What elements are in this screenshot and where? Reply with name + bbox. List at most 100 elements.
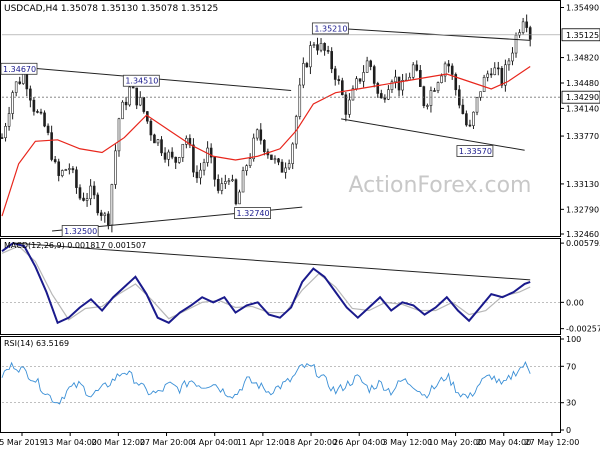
candle-body <box>234 179 238 205</box>
y-tick-label: -0.002573 <box>566 325 600 334</box>
candle-body <box>174 156 178 163</box>
candle-body <box>128 86 131 106</box>
candle-body <box>107 213 110 226</box>
candle-body <box>270 154 273 160</box>
candle-body <box>504 64 507 86</box>
candle-body <box>489 73 493 76</box>
candle-body <box>114 150 117 185</box>
price-annotation-text: 1.32500 <box>64 227 97 236</box>
candle-body <box>312 44 316 46</box>
candle-body <box>330 51 333 70</box>
candle-body <box>92 185 96 196</box>
price-annotation: 1.34510 <box>122 74 160 87</box>
candle-body <box>216 178 220 191</box>
candle-body <box>135 87 139 106</box>
watermark: ActionForex.com <box>349 173 532 198</box>
candle-body <box>358 78 362 82</box>
candle-body <box>443 63 447 77</box>
candle-body <box>206 147 209 163</box>
candle-body <box>496 67 500 70</box>
candle-body <box>53 159 57 163</box>
y-tick-label: 30 <box>566 399 576 408</box>
candle-body <box>390 81 394 91</box>
macd-panel-frame <box>0 238 561 335</box>
candle-body <box>273 158 277 161</box>
candle-body <box>245 165 248 171</box>
y-tick-label: 1.34480 <box>566 79 599 88</box>
macd-trendline-path <box>13 242 531 281</box>
candle-body <box>415 64 419 71</box>
price-annotation-text: 1.34510 <box>125 77 158 86</box>
y-tick-highlight-box <box>561 28 600 42</box>
y-tick-highlight-box <box>561 90 600 104</box>
y-tick-label: 1.34820 <box>566 54 599 63</box>
candle-body <box>167 151 170 160</box>
price-annotation: 1.32500 <box>61 225 99 237</box>
macd-main-line <box>1 241 531 325</box>
candle-body <box>277 158 280 163</box>
x-tick-label: 27 Mar 20:00 <box>140 438 193 447</box>
candle-body <box>121 101 124 120</box>
price-annotation-box <box>234 207 271 219</box>
candle-body <box>287 163 291 169</box>
candle-body <box>341 80 344 96</box>
candle-body <box>514 34 518 54</box>
price-candles <box>0 14 532 233</box>
y-tick-label: 1.33130 <box>566 180 599 189</box>
candle-body <box>493 67 497 75</box>
candle-body <box>68 168 71 170</box>
price-panel-frame <box>0 0 561 237</box>
macd-y-axis: 0.005793 0.00 -0.002573 <box>560 239 600 334</box>
macd-signal-line <box>1 245 531 321</box>
candle-body <box>160 139 163 154</box>
candle-body <box>372 66 376 84</box>
candle-body <box>124 101 128 106</box>
candle-body <box>351 88 355 101</box>
candle-body <box>475 97 479 113</box>
trendline <box>313 26 531 41</box>
price-level-lines <box>2 34 560 98</box>
candle-body <box>280 161 284 173</box>
candle-body <box>426 105 429 107</box>
candle-body <box>60 170 64 176</box>
x-tick-label: 4 Apr 04:00 <box>191 438 238 447</box>
candle-body <box>507 60 511 66</box>
candle-body <box>32 99 36 112</box>
x-tick-label: 11 Apr 12:00 <box>237 438 289 447</box>
rsi-y-axis: 100 70 30 0 <box>560 335 581 435</box>
candle-body <box>422 86 426 107</box>
candle-body <box>156 139 160 144</box>
candle-body <box>0 137 4 139</box>
candle-body <box>472 111 475 126</box>
candle-body <box>450 65 454 75</box>
candle-body <box>429 90 433 106</box>
y-tick-label: 0.00 <box>566 298 584 307</box>
candle-body <box>348 99 351 115</box>
candle-body <box>4 125 7 139</box>
candle-body <box>39 111 43 114</box>
y-tick-label: 0.005793 <box>566 239 600 248</box>
candle-body <box>319 43 323 51</box>
candle-body <box>383 97 387 100</box>
y-tick-label: 1.34140 <box>566 104 599 113</box>
candle-body <box>326 50 330 52</box>
candle-body <box>397 76 401 91</box>
candle-body <box>365 60 369 73</box>
candle-body <box>500 68 504 86</box>
candle-body <box>64 169 68 171</box>
price-annotation-box <box>122 74 160 87</box>
candle-body <box>436 82 440 91</box>
price-annotation-text: 1.35210 <box>314 24 347 33</box>
candle-body <box>465 113 468 126</box>
candle-body <box>440 75 443 83</box>
candle-body <box>227 180 231 183</box>
candle-body <box>521 21 525 33</box>
candle-body <box>220 183 224 191</box>
candle-body <box>528 27 532 40</box>
candle-body <box>99 212 103 216</box>
x-tick-label: 27 May 12:00 <box>525 438 580 447</box>
candle-body <box>25 72 29 90</box>
candle-body <box>486 73 489 78</box>
